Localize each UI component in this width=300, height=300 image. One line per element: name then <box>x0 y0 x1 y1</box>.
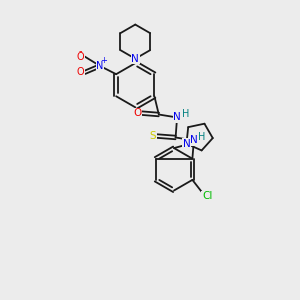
Text: H: H <box>198 132 206 142</box>
Text: H: H <box>182 109 189 119</box>
Text: N: N <box>131 54 139 64</box>
Text: Cl: Cl <box>202 191 212 201</box>
Text: N: N <box>190 135 198 146</box>
Text: N: N <box>173 112 181 122</box>
Text: S: S <box>150 131 156 141</box>
Text: -: - <box>79 46 82 56</box>
Text: O: O <box>76 68 84 77</box>
Text: +: + <box>100 56 107 65</box>
Text: O: O <box>76 52 84 61</box>
Text: O: O <box>133 108 141 118</box>
Text: N: N <box>96 61 103 71</box>
Text: N: N <box>183 139 190 149</box>
